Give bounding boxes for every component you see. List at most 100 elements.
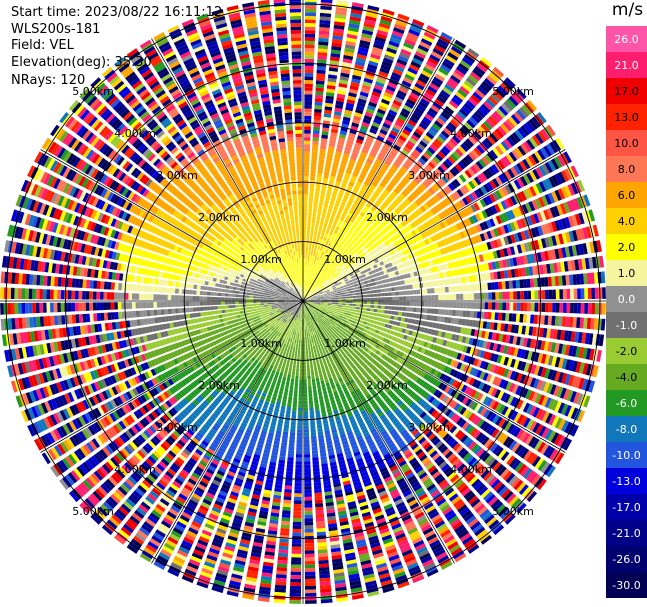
radar-ray	[303, 301, 556, 478]
radar-ray	[34, 151, 303, 301]
azimuth-spoke	[151, 38, 304, 302]
colorbar-tick-label: 6.0	[618, 189, 636, 202]
colorbar-tick-label: 10.0	[614, 137, 639, 150]
colorbar-tick-label: -13.0	[612, 475, 640, 488]
radar-ray	[303, 32, 453, 301]
range-ring-label: 3.00km	[156, 169, 198, 182]
range-ring-label: 1.00km	[240, 337, 282, 350]
range-ring-label: 1.00km	[240, 253, 282, 266]
colorbar-swatch	[606, 494, 647, 521]
colorbar-swatch	[606, 312, 647, 339]
range-ring-label: 1.00km	[324, 253, 366, 266]
range-ring-label: 2.00km	[198, 379, 240, 392]
radar-ray	[20, 301, 303, 423]
radar-ray	[303, 301, 364, 600]
radar-ray	[303, 301, 317, 604]
radar-ray	[303, 240, 602, 301]
colorbar-tick-label: -2.0	[616, 345, 637, 358]
radar-ray	[303, 301, 547, 490]
range-ring-label: 2.00km	[198, 211, 240, 224]
radar-ray	[153, 301, 303, 570]
radar-ray	[4, 240, 303, 301]
colorbar-tick-label: -4.0	[616, 371, 637, 384]
radar-ray	[303, 57, 492, 301]
radar-ray	[211, 301, 303, 594]
radar-ray	[303, 224, 599, 301]
azimuth-spoke	[302, 149, 566, 302]
radar-ray	[303, 39, 467, 301]
range-ring-label: 2.00km	[366, 211, 408, 224]
colorbar-tick-label: 2.0	[618, 241, 636, 254]
range-ring-label: 1.00km	[324, 337, 366, 350]
radar-ray	[303, 301, 349, 603]
radar-ray	[1, 255, 303, 301]
colorbar-swatch	[606, 416, 647, 443]
radar-ray	[303, 5, 380, 301]
radar-ray	[303, 209, 596, 301]
azimuth-spoke	[302, 300, 455, 564]
field-name: Field: VEL	[11, 38, 74, 53]
colorbar-tick-label: -6.0	[616, 397, 637, 410]
radar-ray	[7, 224, 303, 301]
radar-ray	[196, 301, 303, 589]
radar-ray	[303, 255, 605, 301]
radar-ray	[303, 301, 395, 594]
colorbar-swatch	[606, 78, 647, 105]
colorbar-swatch	[606, 286, 647, 313]
colorbar-swatch	[606, 338, 647, 365]
range-ring-label: 4.00km	[114, 127, 156, 140]
radar-ray	[68, 301, 303, 503]
colorbar-swatch	[606, 104, 647, 131]
azimuth-spokes	[0, 0, 606, 604]
colorbar-swatch	[606, 208, 647, 235]
radar-ray	[303, 301, 480, 554]
radar-ray	[303, 137, 565, 301]
radar-ray	[303, 66, 505, 301]
start-time: Start time: 2023/08/22 16:11:12	[11, 5, 223, 20]
radar-ray	[303, 301, 380, 597]
radar-ray	[196, 13, 303, 301]
colorbar-tick-label: 26.0	[614, 33, 639, 46]
colorbar-swatch	[606, 26, 647, 53]
radar-ray	[139, 39, 303, 301]
radar-ray	[257, 0, 303, 301]
colorbar-tick-label: -17.0	[612, 501, 640, 514]
colorbar-tick-label: 13.0	[614, 111, 639, 124]
radar-ray	[303, 194, 591, 301]
radar-ray	[303, 301, 591, 408]
radar-ray	[257, 301, 303, 603]
radar-ray	[303, 179, 586, 301]
elevation: Elevation(deg): 35.30	[11, 54, 152, 70]
radar-ray	[303, 301, 333, 604]
colorbar-swatch	[606, 546, 647, 573]
colorbar-tick-label: -26.0	[612, 553, 640, 566]
colorbar-tick-label: 8.0	[618, 163, 636, 176]
range-ring-label: 3.00km	[408, 421, 450, 434]
radar-ray	[153, 32, 303, 301]
radar-ray	[41, 301, 303, 465]
radar-ray	[303, 301, 505, 536]
radar-ray	[101, 66, 303, 301]
radar-ray	[79, 88, 303, 301]
radar-ray	[226, 5, 303, 301]
radar-ray	[303, 301, 606, 315]
colorbar-swatch	[606, 364, 647, 391]
colorbar-swatch	[606, 130, 647, 157]
radar-ray	[303, 301, 467, 563]
radar-ray	[27, 301, 303, 437]
range-ring-label: 5.00km	[72, 505, 114, 518]
radar-ray	[303, 301, 599, 378]
colorbar-swatch	[606, 468, 647, 495]
colorbar-tick-label: 21.0	[614, 59, 639, 72]
colorbar-tick-label: 1.0	[618, 267, 636, 280]
radar-ray	[303, 13, 410, 301]
radar-ray	[303, 77, 516, 301]
range-ring-label: 5.00km	[492, 85, 534, 98]
radar-ray	[273, 0, 303, 301]
radar-ray	[139, 301, 303, 563]
colorbar-tick-label: -1.0	[616, 319, 637, 332]
range-ring-label: 4.00km	[450, 463, 492, 476]
colorbar-swatch	[606, 520, 647, 547]
radar-ray	[303, 88, 527, 301]
radar-ray	[303, 301, 492, 545]
